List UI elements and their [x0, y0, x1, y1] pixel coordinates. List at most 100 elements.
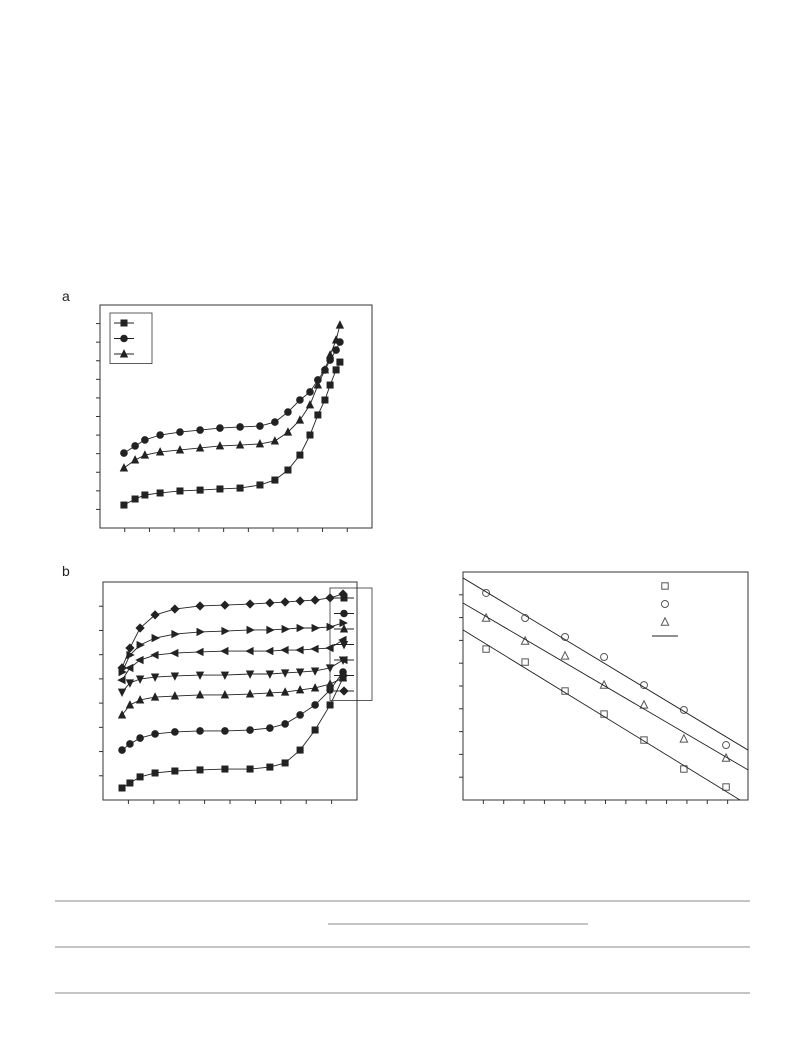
data-point	[255, 439, 265, 448]
legend-box	[329, 587, 373, 701]
data-point	[560, 650, 570, 660]
data-point	[311, 623, 320, 633]
data-point	[118, 746, 126, 754]
data-point	[679, 733, 689, 743]
data-point	[306, 431, 314, 439]
data-point	[235, 440, 245, 449]
data-point	[141, 491, 149, 499]
data-point	[195, 647, 204, 657]
data-point	[236, 423, 244, 431]
data-point	[151, 633, 160, 643]
data-point	[280, 687, 290, 696]
data-point	[196, 426, 204, 434]
data-point	[280, 597, 290, 607]
data-point	[155, 447, 165, 456]
data-point	[280, 645, 289, 655]
data-point	[246, 625, 255, 635]
data-point	[136, 734, 144, 742]
data-point	[171, 728, 179, 736]
data-point	[296, 746, 304, 754]
data-point	[117, 710, 127, 719]
data-point	[236, 484, 244, 492]
plot-frame	[99, 304, 373, 529]
data-point	[196, 627, 205, 637]
data-point	[280, 669, 290, 678]
data-point	[722, 783, 730, 791]
data-point	[220, 690, 230, 699]
data-point	[639, 699, 649, 709]
data-point	[305, 400, 315, 409]
fit-line	[462, 629, 741, 801]
data-point	[310, 683, 320, 692]
data-point	[722, 741, 731, 750]
data-point	[339, 618, 348, 628]
legend-marker	[339, 624, 349, 633]
data-point	[336, 358, 344, 366]
data-point	[196, 486, 204, 494]
legend-box	[109, 312, 153, 364]
data-point	[170, 672, 180, 681]
data-point	[221, 727, 229, 735]
data-point	[281, 759, 289, 767]
data-point	[295, 685, 305, 694]
data-point	[314, 411, 322, 419]
data-point	[221, 626, 230, 636]
data-point	[281, 624, 290, 634]
legend-marker	[661, 600, 669, 608]
data-point	[295, 668, 305, 677]
data-point	[156, 431, 164, 439]
legend-marker	[339, 686, 349, 696]
data-point	[195, 671, 205, 680]
data-point	[313, 380, 323, 389]
legend-marker	[660, 616, 670, 626]
data-point	[126, 740, 134, 748]
data-point	[135, 655, 144, 665]
data-point	[296, 711, 304, 719]
data-point	[136, 640, 145, 650]
data-point	[176, 487, 184, 495]
data-point	[136, 773, 144, 781]
data-point	[256, 422, 264, 430]
legend-marker	[120, 334, 128, 343]
data-point	[271, 418, 279, 426]
data-point	[338, 635, 347, 645]
data-point	[326, 381, 334, 389]
data-point	[156, 489, 164, 497]
legend-marker	[339, 655, 348, 665]
data-point	[296, 396, 304, 404]
data-point	[281, 720, 289, 728]
data-point	[220, 671, 230, 680]
data-point	[265, 646, 274, 656]
data-point	[326, 701, 334, 709]
data-point	[151, 769, 159, 777]
data-point	[125, 663, 134, 673]
data-point	[135, 695, 145, 704]
data-point	[131, 495, 139, 503]
data-point	[256, 481, 264, 489]
data-point	[266, 625, 275, 635]
data-point	[310, 595, 320, 605]
data-point	[141, 436, 149, 444]
data-point	[265, 670, 275, 679]
data-point	[221, 765, 229, 773]
data-point	[521, 658, 529, 666]
data-point	[332, 366, 340, 374]
data-point	[170, 604, 180, 614]
data-point	[216, 424, 224, 432]
data-point	[117, 688, 127, 697]
data-point	[135, 623, 145, 633]
data-point	[325, 643, 334, 653]
data-point	[332, 346, 340, 354]
data-point	[175, 445, 185, 454]
data-point	[679, 705, 688, 714]
fit-line	[462, 602, 749, 771]
data-point	[245, 646, 254, 656]
data-point	[196, 727, 204, 735]
data-point	[331, 335, 341, 344]
series-line	[123, 324, 341, 469]
data-point	[195, 443, 205, 452]
data-point	[311, 726, 319, 734]
data-point	[125, 643, 135, 653]
